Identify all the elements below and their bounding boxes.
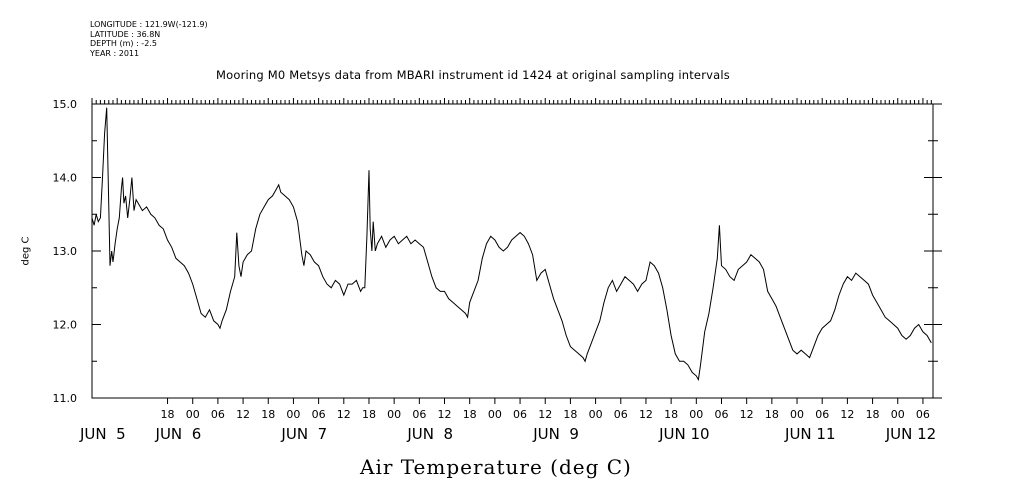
x-tick-label: 12 [438,408,452,421]
date-label: JUN 6 [155,425,202,443]
depth-label: DEPTH (m) : -2.5 [90,39,157,48]
x-tick-label: 00 [589,408,603,421]
x-tick-label: 12 [236,408,250,421]
x-tick-label: 18 [765,408,779,421]
y-tick-label: 11.0 [53,392,78,405]
x-tick-label: 06 [211,408,225,421]
x-tick-label: 06 [916,408,930,421]
x-tick-label: 06 [714,408,728,421]
x-tick-label: 12 [337,408,351,421]
y-tick-label: 12.0 [53,319,78,332]
x-tick-label: 18 [463,408,477,421]
year-label: YEAR : 2011 [90,48,140,58]
y-tick-label: 13.0 [53,245,78,258]
x-axis-title: Air Temperature (deg C) [360,455,632,479]
longitude-label: LONGITUDE : 121.9W(-121.9) [90,20,208,29]
x-tick-label: 00 [286,408,300,421]
x-tick-label: 06 [312,408,326,421]
plot-frame [91,103,934,399]
date-label: JUN 7 [280,425,327,443]
x-tick-label: 12 [740,408,754,421]
chart-title: Mooring M0 Metsys data from MBARI instru… [216,68,730,82]
x-tick-label: 00 [790,408,804,421]
x-tick-label: 12 [840,408,854,421]
date-label: JUN 10 [658,425,709,443]
x-tick-label: 06 [412,408,426,421]
date-label: JUN 12 [885,425,936,443]
y-tick-label: 15.0 [53,98,78,111]
x-tick-label: 06 [513,408,527,421]
date-label: JUN 9 [532,425,579,443]
x-tick-label: 18 [866,408,880,421]
date-label: JUN 5 [79,425,126,443]
metadata-block: LONGITUDE : 121.9W(-121.9) LATITUDE : 36… [90,20,208,58]
x-tick-label: 18 [161,408,175,421]
date-label: JUN 11 [784,425,835,443]
x-tick-label: 00 [387,408,401,421]
x-tick-label: 18 [362,408,376,421]
x-tick-label: 00 [186,408,200,421]
x-tick-label: 12 [639,408,653,421]
x-tick-label: 00 [689,408,703,421]
date-label: JUN 8 [406,425,453,443]
x-tick-label: 18 [664,408,678,421]
x-tick-label: 12 [538,408,552,421]
x-tick-label: 00 [488,408,502,421]
x-tick-label: 06 [614,408,628,421]
x-tick-label: 00 [891,408,905,421]
x-tick-label: 06 [815,408,829,421]
x-tick-label: 18 [563,408,577,421]
x-tick-label: 18 [261,408,275,421]
y-tick-label: 14.0 [53,172,78,185]
latitude-label: LATITUDE : 36.8N [90,29,161,39]
temperature-series-line [91,107,932,382]
